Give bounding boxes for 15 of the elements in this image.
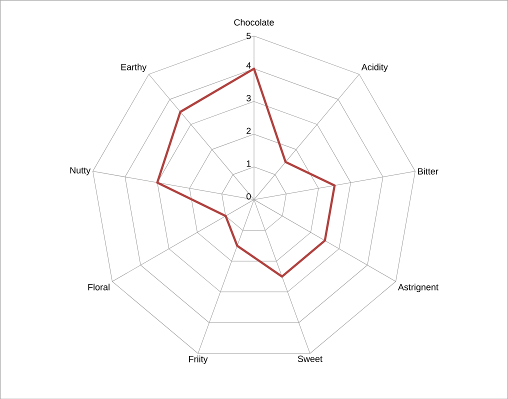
spoke-label: Acidity	[361, 64, 388, 72]
y-tick-label: 5	[246, 32, 251, 39]
y-tick-label: 0	[246, 193, 251, 200]
y-tick-label: 4	[246, 62, 251, 68]
y-tick-label: 3	[246, 94, 251, 102]
spoke-label: Nutty	[70, 167, 91, 176]
spoke-label: Chocolate	[234, 18, 274, 26]
spoke-label: Earthy	[121, 64, 147, 72]
y-tick-label: 2	[246, 128, 251, 134]
spoke-label: Friity	[189, 356, 208, 364]
spoke-label: Bitter	[418, 168, 438, 174]
spoke-label: Floral	[88, 284, 110, 290]
spoke-label: Astrignent	[398, 284, 438, 292]
spoke-label: Sweet	[298, 356, 322, 362]
y-tick-label: 1	[246, 160, 251, 167]
